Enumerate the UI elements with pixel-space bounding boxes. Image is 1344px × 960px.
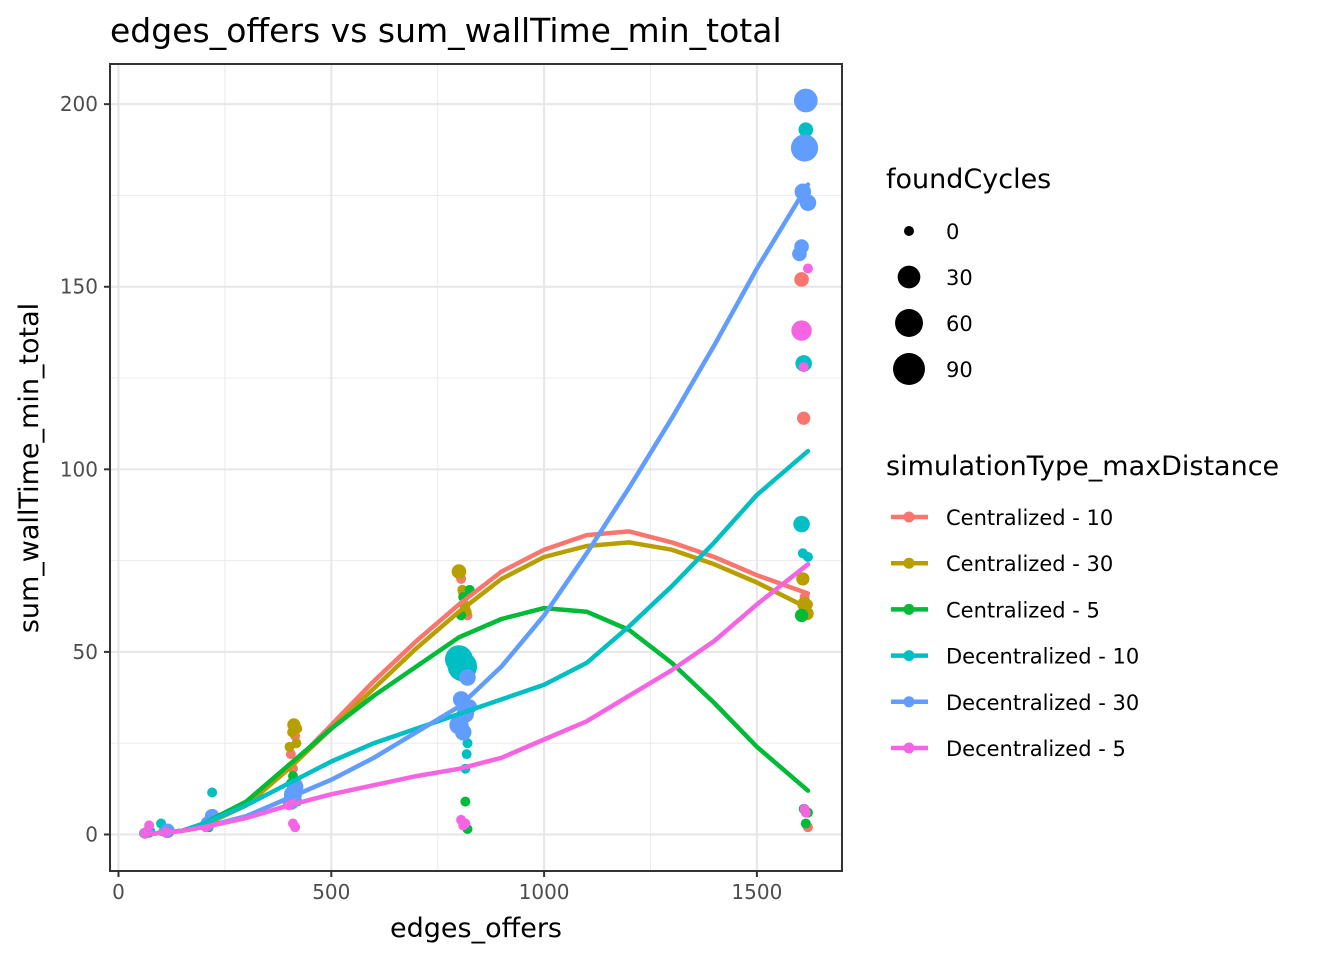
color-legend-label: Centralized - 5 <box>946 598 1100 622</box>
size-legend-label: 60 <box>946 312 973 336</box>
y-tick-label: 0 <box>85 822 98 846</box>
data-point <box>460 818 471 829</box>
data-point <box>793 515 810 533</box>
y-axis-title: sum_wallTime_min_total <box>14 303 45 633</box>
data-point <box>794 272 809 287</box>
color-legend-label: Decentralized - 30 <box>946 691 1139 715</box>
color-legend-point <box>903 696 915 708</box>
size-legend-label: 0 <box>946 220 959 244</box>
size-legend-key <box>904 226 914 236</box>
data-point <box>794 608 809 623</box>
x-tick-label: 1500 <box>731 880 782 904</box>
data-point <box>796 572 810 586</box>
data-point <box>790 134 819 162</box>
data-point <box>454 723 472 741</box>
size-legend-key <box>897 265 921 289</box>
color-legend: simulationType_maxDistance Centralized -… <box>886 451 1279 761</box>
data-point <box>802 263 813 274</box>
data-point <box>797 411 811 425</box>
data-point <box>460 796 471 807</box>
data-point <box>291 738 302 749</box>
y-axis: 0 50 100 150 200 <box>60 92 110 846</box>
data-point <box>802 551 813 562</box>
data-point <box>462 738 473 749</box>
data-point <box>793 88 818 113</box>
color-legend-title: simulationType_maxDistance <box>886 451 1279 482</box>
color-legend-point <box>903 742 915 754</box>
size-legend-title: foundCycles <box>886 164 1051 195</box>
data-point <box>791 320 812 341</box>
data-point <box>800 818 811 829</box>
plot-background <box>110 64 842 871</box>
color-legend-label: Decentralized - 10 <box>946 645 1139 669</box>
data-point <box>798 122 814 138</box>
data-point <box>451 564 467 579</box>
y-tick-label: 50 <box>73 640 98 664</box>
data-point <box>461 749 472 760</box>
plot-border <box>109 63 843 872</box>
x-axis-title: edges_offers <box>390 913 562 944</box>
color-legend-label: Decentralized - 5 <box>946 737 1126 761</box>
color-legend-label: Centralized - 30 <box>946 552 1113 576</box>
size-legend-label: 30 <box>946 266 973 290</box>
data-point <box>794 239 809 254</box>
plot-panel <box>109 63 843 872</box>
data-point <box>292 723 303 734</box>
data-point <box>459 669 476 686</box>
data-point <box>799 194 817 212</box>
x-tick-label: 1000 <box>519 880 570 904</box>
data-point <box>290 822 301 833</box>
data-point <box>207 787 218 798</box>
y-tick-label: 150 <box>60 275 98 299</box>
color-legend-point <box>903 603 915 615</box>
chart-title: edges_offers vs sum_wallTime_min_total <box>110 11 782 50</box>
size-legend: foundCycles 0 30 60 90 <box>886 164 1051 385</box>
x-tick-label: 500 <box>312 880 350 904</box>
color-legend-point <box>903 650 915 662</box>
data-point <box>457 584 468 595</box>
color-legend-point <box>903 557 915 569</box>
smooth-line-3 <box>141 448 811 837</box>
size-legend-key <box>893 353 925 385</box>
data-point <box>144 820 155 831</box>
size-legend-key <box>895 309 923 337</box>
y-tick-label: 200 <box>60 92 98 116</box>
smooth-line-5 <box>141 562 811 837</box>
color-legend-label: Centralized - 10 <box>946 506 1113 530</box>
y-tick-label: 100 <box>60 457 98 481</box>
x-axis: 0 500 1000 1500 <box>112 871 782 904</box>
smooth-line-2 <box>141 605 811 837</box>
color-legend-point <box>903 511 915 523</box>
data-point <box>800 807 811 818</box>
size-legend-label: 90 <box>946 358 973 382</box>
x-tick-label: 0 <box>112 880 125 904</box>
data-point <box>798 362 809 373</box>
